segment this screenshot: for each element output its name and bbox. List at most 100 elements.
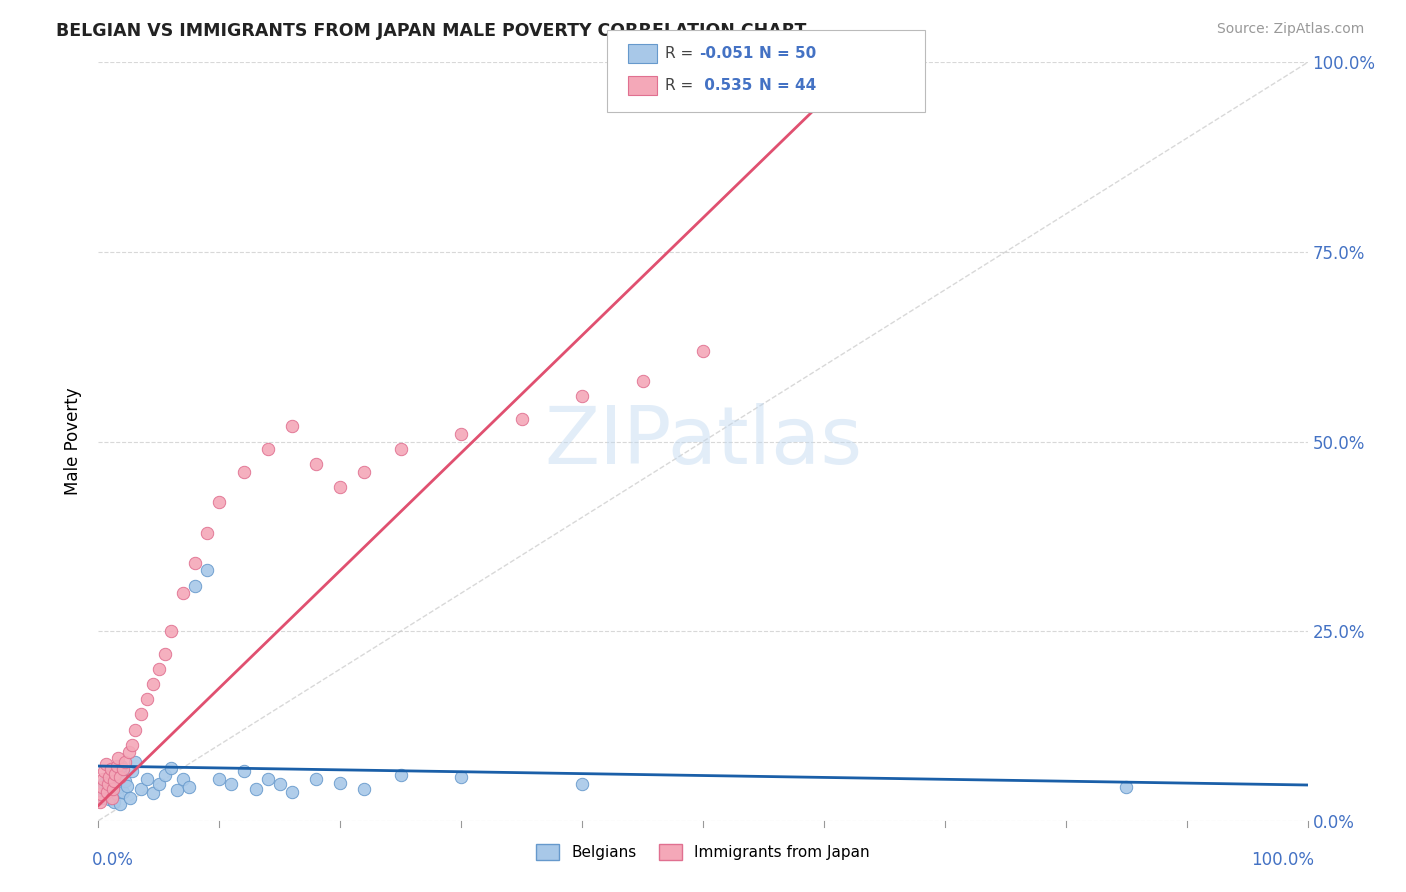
- Point: [135, 772, 157, 786]
- Text: BELGIAN VS IMMIGRANTS FROM JAPAN MALE POVERTY CORRELATION CHART: BELGIAN VS IMMIGRANTS FROM JAPAN MALE PO…: [56, 22, 807, 40]
- Point: [111, 762, 134, 776]
- Point: [179, 780, 201, 794]
- Point: [107, 751, 129, 765]
- Point: [172, 586, 194, 600]
- Point: [148, 662, 170, 676]
- Point: [114, 755, 136, 769]
- Legend: Belgians, Immigrants from Japan: Belgians, Immigrants from Japan: [530, 838, 876, 866]
- Y-axis label: Male Poverty: Male Poverty: [65, 388, 83, 495]
- Point: [90, 787, 112, 801]
- Point: [571, 389, 593, 403]
- Point: [98, 770, 121, 784]
- Point: [121, 738, 143, 752]
- Point: [91, 780, 114, 794]
- Text: ZIPatlas: ZIPatlas: [544, 402, 862, 481]
- Point: [129, 781, 152, 796]
- Point: [305, 458, 328, 472]
- Point: [104, 766, 127, 780]
- Point: [101, 770, 124, 784]
- Point: [353, 781, 375, 796]
- Point: [100, 762, 122, 776]
- Point: [195, 564, 218, 578]
- Point: [118, 791, 141, 805]
- Point: [129, 707, 152, 722]
- Text: 0.0%: 0.0%: [93, 851, 134, 869]
- Point: [105, 759, 128, 773]
- Point: [221, 777, 243, 791]
- Point: [124, 723, 146, 737]
- Point: [118, 746, 141, 760]
- Point: [103, 795, 125, 809]
- Point: [98, 792, 121, 806]
- Point: [97, 777, 120, 791]
- Point: [232, 764, 254, 779]
- Point: [108, 762, 131, 776]
- Point: [450, 770, 472, 784]
- Text: N = 44: N = 44: [759, 78, 817, 93]
- Point: [124, 755, 146, 769]
- Point: [110, 759, 132, 773]
- Point: [281, 785, 304, 799]
- Point: [245, 781, 267, 796]
- Point: [96, 785, 118, 799]
- Point: [108, 797, 131, 811]
- Point: [121, 764, 143, 779]
- Point: [1115, 780, 1137, 794]
- Point: [353, 465, 375, 479]
- Point: [571, 777, 593, 791]
- Text: R =: R =: [665, 78, 699, 93]
- Point: [389, 768, 412, 782]
- Text: 0.535: 0.535: [699, 78, 752, 93]
- Point: [450, 427, 472, 442]
- Point: [100, 791, 122, 805]
- Point: [208, 772, 231, 786]
- Point: [111, 785, 134, 799]
- Point: [148, 777, 170, 791]
- Point: [184, 556, 207, 570]
- Point: [142, 786, 165, 800]
- Point: [692, 343, 714, 358]
- Point: [91, 780, 114, 794]
- Point: [172, 772, 194, 786]
- Point: [153, 647, 176, 661]
- Point: [195, 525, 218, 540]
- Point: [160, 624, 183, 639]
- Point: [105, 787, 128, 801]
- Point: [114, 774, 136, 789]
- Point: [166, 783, 188, 797]
- Point: [101, 781, 124, 796]
- Point: [104, 766, 127, 780]
- Point: [117, 779, 139, 793]
- Point: [329, 776, 352, 790]
- Point: [90, 787, 112, 801]
- Point: [256, 772, 278, 786]
- Point: [89, 795, 111, 809]
- Point: [94, 785, 117, 799]
- Point: [100, 777, 122, 791]
- Point: [631, 374, 654, 388]
- Point: [305, 772, 328, 786]
- Point: [135, 692, 157, 706]
- Point: [103, 774, 125, 789]
- Point: [208, 495, 231, 509]
- Point: [256, 442, 278, 457]
- Point: [510, 412, 533, 426]
- Text: 100.0%: 100.0%: [1250, 851, 1313, 869]
- Point: [93, 764, 115, 779]
- Point: [142, 677, 165, 691]
- Point: [91, 772, 114, 786]
- Text: -0.051: -0.051: [699, 46, 754, 61]
- Point: [97, 772, 120, 786]
- Point: [329, 480, 352, 494]
- Point: [89, 783, 111, 797]
- Text: R =: R =: [665, 46, 699, 61]
- Point: [96, 781, 118, 796]
- Point: [232, 465, 254, 479]
- Point: [94, 756, 117, 771]
- Text: Source: ZipAtlas.com: Source: ZipAtlas.com: [1216, 22, 1364, 37]
- Point: [389, 442, 412, 457]
- Point: [281, 419, 304, 434]
- Text: N = 50: N = 50: [759, 46, 817, 61]
- Point: [160, 760, 183, 774]
- Point: [108, 770, 131, 784]
